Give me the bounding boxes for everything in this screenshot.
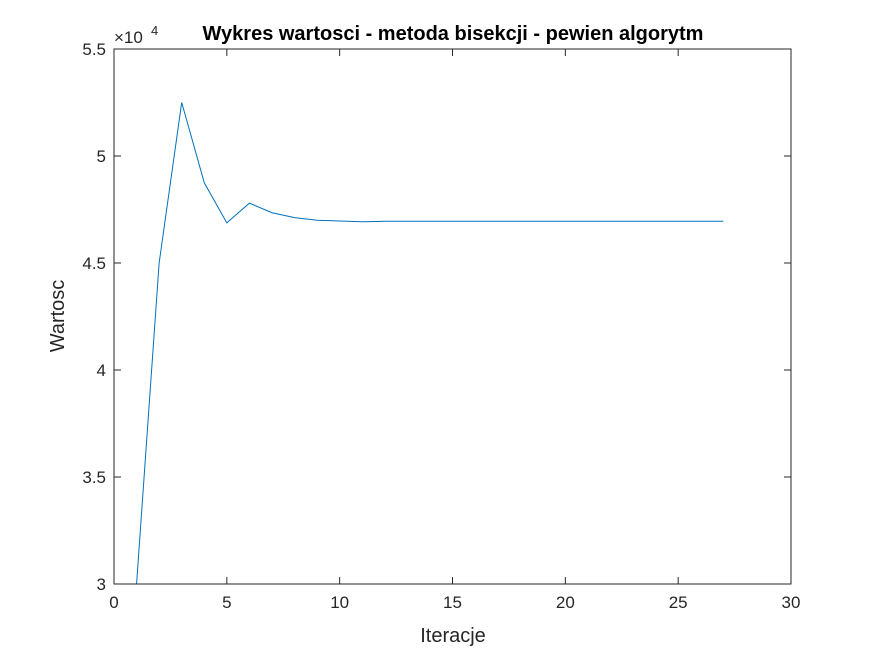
x-tick-label: 30: [782, 593, 801, 612]
x-axis-label: Iteracje: [420, 625, 486, 647]
y-tick-label: 3.5: [82, 468, 106, 487]
x-tick-label: 15: [443, 593, 462, 612]
axes-background: [114, 49, 791, 584]
y-tick-label: 4.5: [82, 254, 106, 273]
x-tick-label: 10: [330, 593, 349, 612]
y-tick-label: 4: [97, 361, 106, 380]
x-tick-label: 25: [669, 593, 688, 612]
y-tick-label: 3: [97, 575, 106, 594]
plot-area: [136, 102, 724, 584]
axis-ticks: 0 5 10 15 20 25 30 3 3.5 4 4.5 5 5.5: [82, 40, 800, 612]
y-tick-label: 5.5: [82, 40, 106, 59]
x-tick-label: 0: [109, 593, 118, 612]
chart-title: Wykres wartosci - metoda bisekcji - pewi…: [203, 23, 704, 45]
x-tick-label: 20: [556, 593, 575, 612]
y-exponent-power: 4: [151, 23, 158, 38]
y-exponent-base: ×10: [114, 28, 143, 47]
y-axis-label: Wartosc: [47, 280, 69, 353]
x-tick-label: 5: [222, 593, 231, 612]
series-line-0: [136, 102, 724, 584]
y-tick-label: 5: [97, 147, 106, 166]
